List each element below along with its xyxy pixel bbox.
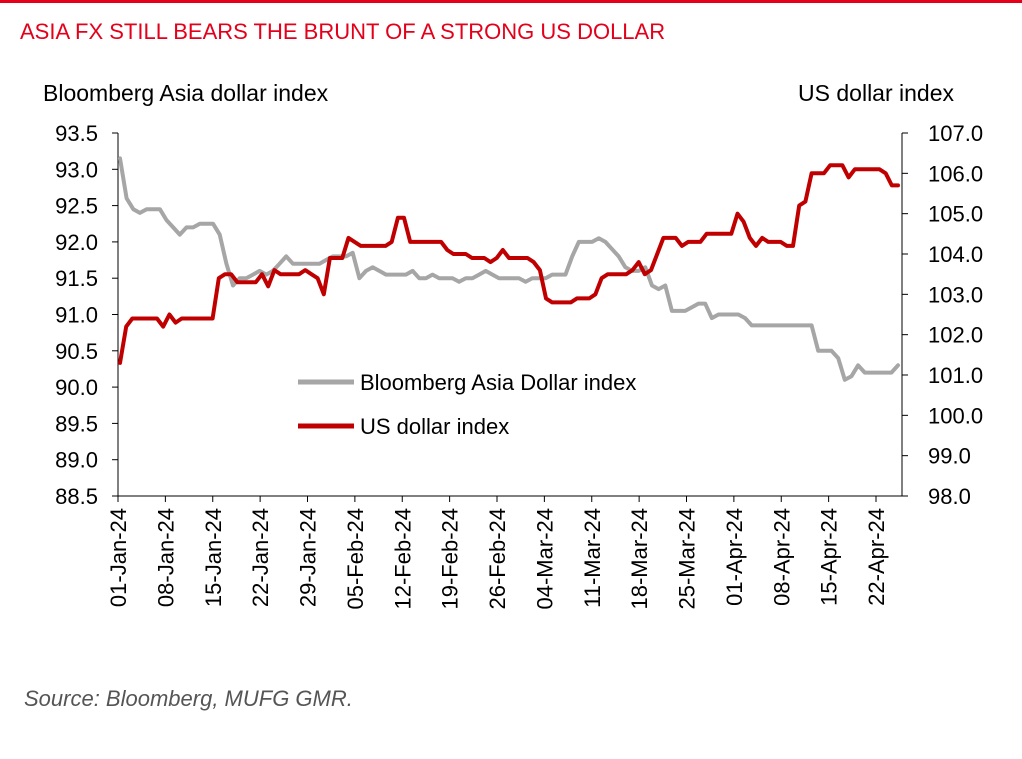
right-tick-label: 107.0: [928, 121, 983, 146]
x-tick-label: 05-Feb-24: [343, 508, 368, 610]
x-tick-label: 22-Apr-24: [864, 508, 889, 606]
x-tick-label: 18-Mar-24: [627, 508, 652, 609]
x-tick-label: 12-Feb-24: [390, 508, 415, 610]
right-tick-label: 104.0: [928, 242, 983, 267]
left-tick-label: 91.0: [55, 303, 98, 328]
x-tick-label: 01-Jan-24: [106, 508, 131, 607]
left-tick-label: 93.0: [55, 157, 98, 182]
x-tick-label: 01-Apr-24: [722, 508, 747, 606]
left-tick-label: 90.5: [55, 339, 98, 364]
x-tick-label: 22-Jan-24: [248, 508, 273, 607]
source-note: Source: Bloomberg, MUFG GMR.: [24, 686, 353, 711]
left-tick-label: 90.0: [55, 375, 98, 400]
x-tick-label: 26-Feb-24: [485, 508, 510, 610]
left-tick-label: 89.0: [55, 448, 98, 473]
x-tick-label: 15-Apr-24: [817, 508, 842, 606]
top-rule: [0, 0, 1022, 3]
x-tick-label: 19-Feb-24: [438, 508, 463, 610]
x-tick-label: 15-Jan-24: [201, 508, 226, 607]
right-tick-label: 105.0: [928, 202, 983, 227]
right-tick-label: 101.0: [928, 363, 983, 388]
left-tick-label: 92.0: [55, 230, 98, 255]
right-tick-label: 102.0: [928, 323, 983, 348]
left-axis-title: Bloomberg Asia dollar index: [43, 80, 329, 106]
legend-label-usd: US dollar index: [360, 414, 509, 439]
left-tick-label: 88.5: [55, 484, 98, 509]
right-tick-label: 106.0: [928, 161, 983, 186]
left-tick-label: 91.5: [55, 266, 98, 291]
right-axis-title: US dollar index: [798, 80, 954, 106]
x-tick-label: 29-Jan-24: [296, 508, 321, 607]
left-tick-label: 93.5: [55, 121, 98, 146]
left-tick-label: 89.5: [55, 411, 98, 436]
right-tick-label: 98.0: [928, 484, 971, 509]
x-tick-label: 08-Apr-24: [769, 508, 794, 606]
right-tick-label: 99.0: [928, 444, 971, 469]
x-tick-label: 08-Jan-24: [153, 508, 178, 607]
x-tick-label: 25-Mar-24: [675, 508, 700, 609]
right-tick-label: 100.0: [928, 403, 983, 428]
x-tick-label: 11-Mar-24: [580, 508, 605, 608]
chart-title: ASIA FX STILL BEARS THE BRUNT OF A STRON…: [20, 19, 666, 44]
x-tick-label: 04-Mar-24: [532, 508, 557, 609]
left-tick-label: 92.5: [55, 194, 98, 219]
asia-dollar-index-line: [118, 156, 900, 382]
legend-label-asia: Bloomberg Asia Dollar index: [360, 370, 636, 395]
us-dollar-index-line: [118, 163, 900, 365]
right-tick-label: 103.0: [928, 282, 983, 307]
